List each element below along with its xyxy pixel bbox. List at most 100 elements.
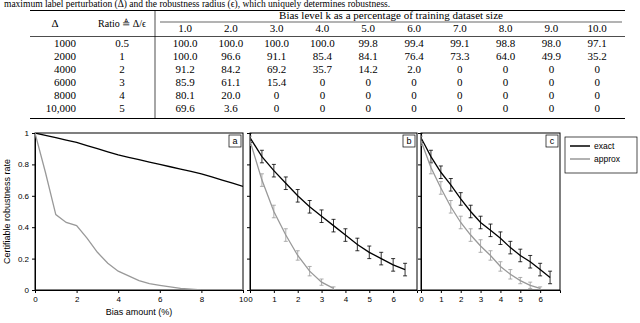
plot-frame: [250, 133, 417, 290]
x-tick: 1: [439, 290, 444, 304]
error-bar: [508, 270, 512, 279]
x-tick-label: 6: [391, 295, 396, 304]
error-bar: [308, 201, 312, 214]
y-tick-label: 0.2: [18, 255, 30, 264]
y-tick: 0.6: [18, 192, 35, 201]
table-cell: 69.6: [175, 102, 195, 114]
x-tick-label: 6: [538, 295, 543, 304]
legend-box: [565, 137, 637, 173]
table-cell: 91.2: [175, 63, 194, 75]
panel-label-box: [403, 135, 415, 147]
y-tick-label: 0.4: [18, 223, 30, 232]
table: ΔRatio ≜ Δ/ϵBias level k as a percentage…: [30, 9, 625, 119]
plot-frame: [421, 133, 560, 290]
x-tick: 0: [419, 290, 424, 304]
error-bar: [439, 166, 443, 179]
error-bar: [548, 271, 552, 284]
table-cell: 100.0: [173, 50, 198, 62]
x-tick-label: 2: [296, 295, 301, 304]
table-cell: 8000: [54, 89, 77, 101]
y-tick: 0: [25, 286, 35, 295]
table-cell: 0: [411, 89, 417, 101]
table-cell: 99.8: [359, 37, 379, 49]
table-cell: 0: [594, 63, 600, 75]
panel-label: b: [406, 136, 411, 146]
chart-panel: 0123456cexactapprox: [418, 133, 637, 304]
x-tick-label: 1: [272, 295, 277, 304]
x-tick: 6: [158, 290, 163, 304]
page: maximum label perturbation (Δ) and the r…: [0, 0, 640, 323]
table-cell: 0: [549, 89, 555, 101]
table-cell: 100.0: [310, 37, 335, 49]
y-tick: 0.4: [18, 223, 35, 232]
table-cell: 0: [549, 76, 555, 88]
table-column-header: 3.0: [270, 22, 284, 34]
table-cell: 2.0: [407, 63, 421, 75]
error-bar: [538, 263, 542, 276]
x-tick: 4: [499, 290, 504, 304]
table-cell: 80.1: [175, 89, 194, 101]
table-cell: 73.3: [450, 50, 470, 62]
x-tick-label: 4: [116, 295, 121, 304]
y-tick: 1: [25, 129, 35, 138]
error-bar: [379, 252, 383, 265]
series-line: [35, 133, 243, 186]
error-bar: [320, 210, 324, 223]
table-cell: 0: [457, 63, 463, 75]
table-cell: 91.1: [267, 50, 286, 62]
x-tick-label: 8: [200, 295, 205, 304]
error-bar: [272, 205, 276, 218]
table-cell: 15.4: [267, 76, 287, 88]
table-column-header: 7.0: [453, 22, 467, 34]
table-cell: 0: [503, 102, 509, 114]
x-tick: 2: [75, 290, 80, 304]
error-bar: [508, 241, 512, 254]
y-tick-label: 1: [25, 129, 30, 138]
legend: exactapprox: [565, 137, 637, 173]
error-bar: [320, 279, 324, 285]
table-cell: 0: [594, 102, 600, 114]
table-cell: 0: [549, 63, 555, 75]
error-bar: [469, 229, 473, 242]
table-cell: 4000: [54, 63, 77, 75]
error-bar: [429, 161, 433, 174]
table-divider: [155, 11, 156, 119]
legend-label: approx: [594, 154, 621, 164]
table-column-header: 9.0: [545, 22, 559, 34]
error-bar: [355, 238, 359, 251]
table-cell: 0: [365, 102, 371, 114]
table-cell: 0.5: [115, 37, 129, 49]
table-cell: 4: [119, 89, 125, 101]
table-cell: 100.0: [264, 37, 289, 49]
table-rule: [30, 118, 625, 119]
x-tick-label: 10: [239, 295, 248, 304]
table-cell: 0: [503, 89, 509, 101]
table-cell: 0: [365, 76, 371, 88]
error-bar: [332, 287, 336, 290]
error-bar: [308, 266, 312, 275]
series-line: [421, 138, 550, 278]
table-column-header: 4.0: [316, 22, 330, 34]
error-bar: [284, 229, 288, 242]
x-tick-label: 1: [439, 295, 444, 304]
table-column-header: 2.0: [224, 22, 238, 34]
table-cell: 100.0: [218, 37, 243, 49]
x-tick: 0: [33, 290, 38, 304]
table-cell: 3: [119, 76, 125, 88]
legend-swatch: [570, 145, 590, 147]
table-cell: 3.6: [224, 102, 238, 114]
plot-data: [250, 133, 407, 290]
x-tick-label: 6: [158, 295, 163, 304]
error-bar: [489, 251, 493, 260]
table-cell: 64.0: [496, 50, 516, 62]
x-tick: 5: [368, 290, 373, 304]
axis-domain: [251, 291, 418, 294]
x-tick-label: 4: [344, 295, 349, 304]
chart-panel: 0123456b: [247, 133, 418, 304]
y-axis: 00.20.40.60.81: [18, 129, 36, 295]
table-cell: 0: [503, 63, 509, 75]
error-bar: [518, 249, 522, 262]
error-bar: [449, 179, 453, 192]
table-cell: 99.1: [450, 37, 469, 49]
y-axis-title: Certifiable robustness rate: [2, 159, 12, 264]
